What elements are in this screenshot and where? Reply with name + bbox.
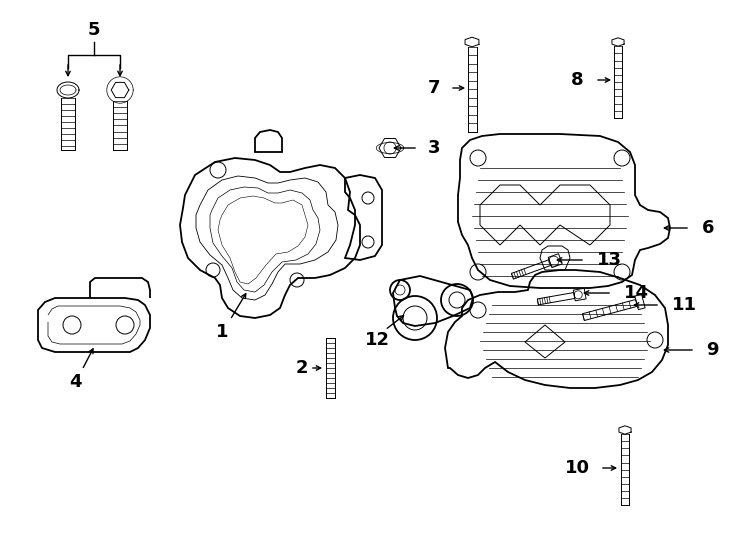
Text: 10: 10 <box>565 459 590 477</box>
Text: 14: 14 <box>624 284 649 302</box>
Text: 11: 11 <box>672 296 697 314</box>
Text: 6: 6 <box>702 219 714 237</box>
Text: 5: 5 <box>88 21 101 39</box>
Text: 7: 7 <box>427 79 440 97</box>
Text: 12: 12 <box>365 331 390 349</box>
Text: 8: 8 <box>571 71 584 89</box>
Text: 4: 4 <box>69 373 81 391</box>
Text: 13: 13 <box>597 251 622 269</box>
Text: 2: 2 <box>296 359 308 377</box>
Text: 9: 9 <box>706 341 719 359</box>
Text: 3: 3 <box>428 139 440 157</box>
Text: 1: 1 <box>216 323 228 341</box>
